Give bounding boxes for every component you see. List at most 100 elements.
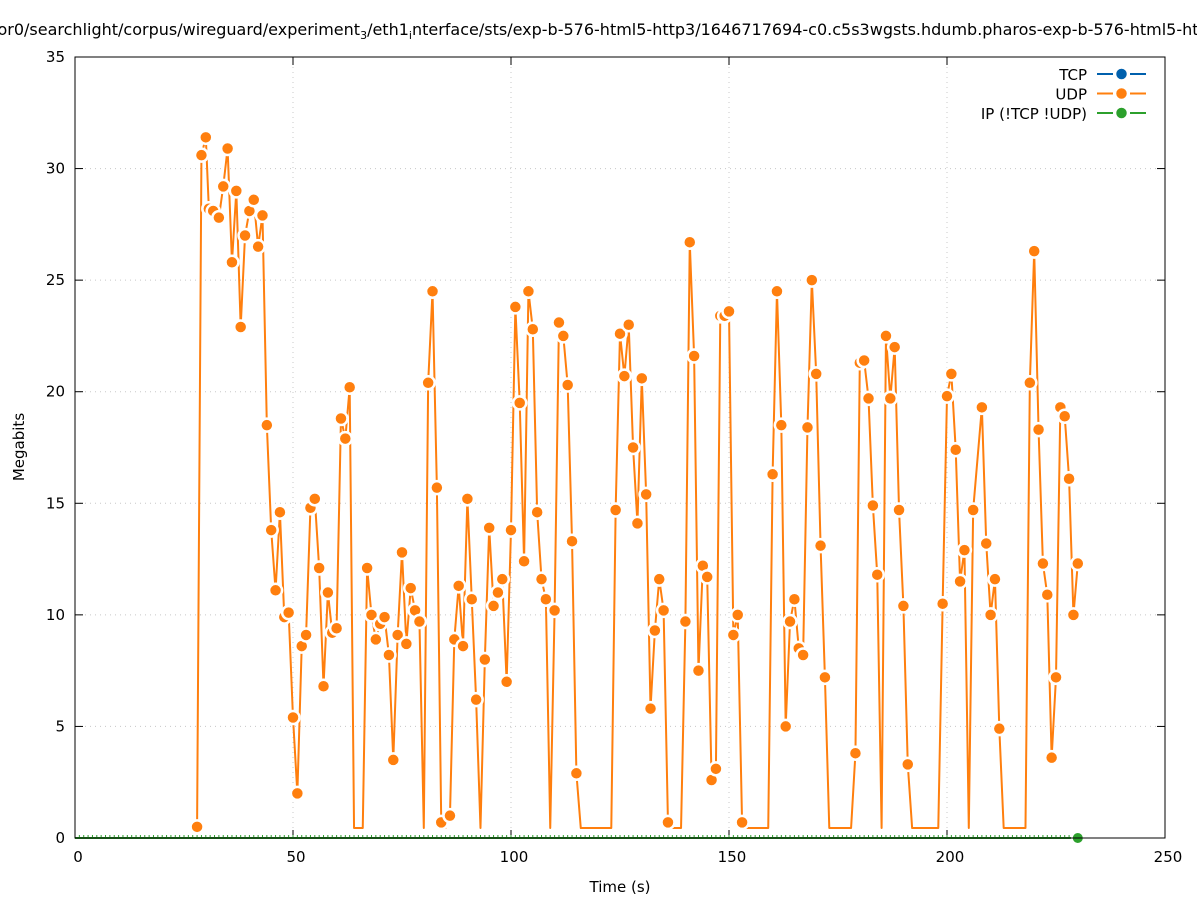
udp-point	[965, 502, 981, 518]
udp-point	[956, 542, 973, 558]
udp-point	[812, 537, 829, 554]
udp-point	[786, 591, 803, 607]
x-tick-label: 200	[936, 848, 965, 866]
title-part: nterface/sts/exp-b-576-html5-http3/16467…	[412, 20, 1197, 39]
udp-point	[237, 227, 253, 244]
udp-point	[215, 178, 231, 195]
udp-point	[429, 479, 445, 496]
udp-point	[464, 591, 480, 607]
udp-point	[625, 439, 641, 456]
udp-point	[987, 571, 1003, 587]
udp-point	[546, 602, 563, 619]
udp-point	[729, 607, 746, 623]
udp-point	[481, 520, 497, 536]
udp-point	[991, 720, 1008, 737]
x-tick-label: 250	[1154, 848, 1183, 866]
udp-point	[289, 785, 306, 802]
udp-point	[620, 317, 637, 333]
udp-point	[381, 647, 397, 663]
udp-point	[568, 765, 585, 782]
udp-point	[398, 636, 415, 652]
y-tick-label: 20	[46, 383, 65, 401]
udp-point	[939, 388, 955, 404]
udp-point	[708, 761, 724, 777]
udp-point	[250, 238, 266, 255]
udp-point	[817, 669, 833, 686]
udp-point	[978, 535, 994, 552]
udp-point	[494, 571, 511, 587]
udp-point	[263, 522, 279, 538]
udp-point	[246, 192, 262, 208]
udp-point	[193, 147, 210, 163]
y-axis-label: Megabits	[10, 413, 28, 481]
udp-point	[891, 502, 907, 518]
udp-point	[341, 379, 358, 396]
y-tick-label: 10	[46, 606, 65, 624]
udp-point	[1030, 421, 1047, 438]
chart-title: or0/searchlight/corpus/wireguard/experim…	[0, 20, 1197, 42]
udp-point	[799, 419, 816, 436]
y-tick-label: 35	[46, 48, 65, 66]
udp-point	[211, 209, 227, 226]
udp-point	[764, 466, 781, 483]
udp-point	[1070, 555, 1086, 572]
udp-point	[1022, 375, 1038, 391]
udp-point	[450, 578, 467, 594]
udp-point	[368, 631, 384, 648]
udp-point	[224, 254, 240, 271]
udp-point	[1065, 607, 1082, 623]
udp-point	[538, 591, 554, 607]
udp-point	[280, 604, 297, 621]
udp-point	[490, 584, 506, 601]
grid	[75, 57, 1165, 838]
y-tick-label: 30	[46, 160, 65, 178]
udp-point	[1043, 749, 1060, 766]
udp-point	[686, 348, 702, 364]
udp-point	[520, 283, 537, 300]
udp-point	[533, 571, 550, 587]
udp-point	[982, 607, 999, 623]
udp-point	[882, 390, 899, 407]
udp-point	[1039, 587, 1056, 603]
x-axis-label: Time (s)	[589, 878, 651, 896]
udp-point	[952, 573, 968, 590]
udp-point	[411, 613, 428, 630]
udp-point	[564, 533, 580, 549]
udp-point	[529, 504, 545, 520]
plot-frame	[74, 56, 1166, 839]
legend-label: IP (!TCP !UDP)	[981, 105, 1087, 123]
udp-point	[1048, 669, 1064, 686]
udp-point	[232, 319, 249, 335]
udp-point	[228, 183, 245, 199]
udp-point	[359, 560, 375, 576]
udp-point	[773, 417, 790, 433]
udp-point	[660, 814, 676, 831]
udp-point	[721, 303, 737, 320]
x-tick-label: 0	[73, 848, 83, 866]
udp-point	[895, 598, 912, 614]
udp-point	[511, 395, 528, 411]
title-part: or0/searchlight/corpus/wireguard/experim…	[0, 20, 360, 39]
legend-label: UDP	[1055, 86, 1087, 104]
udp-point	[420, 375, 436, 391]
udp-point	[1035, 555, 1051, 572]
udp-point	[690, 662, 707, 679]
y-tick-label: 0	[55, 829, 65, 847]
udp-point	[777, 718, 794, 735]
udp-point	[782, 613, 798, 630]
udp-point	[219, 140, 236, 157]
udp-point	[734, 814, 750, 831]
series-layer	[74, 129, 1086, 845]
udp-point	[459, 491, 476, 507]
legend-marker	[1114, 67, 1129, 81]
udp-series-line	[196, 136, 1079, 829]
udp-point	[198, 129, 214, 146]
udp-point	[320, 584, 336, 601]
udp-point	[878, 328, 894, 344]
udp-point	[468, 691, 484, 708]
udp-point	[647, 622, 663, 639]
udp-point	[616, 368, 633, 384]
udp-point	[934, 595, 951, 612]
